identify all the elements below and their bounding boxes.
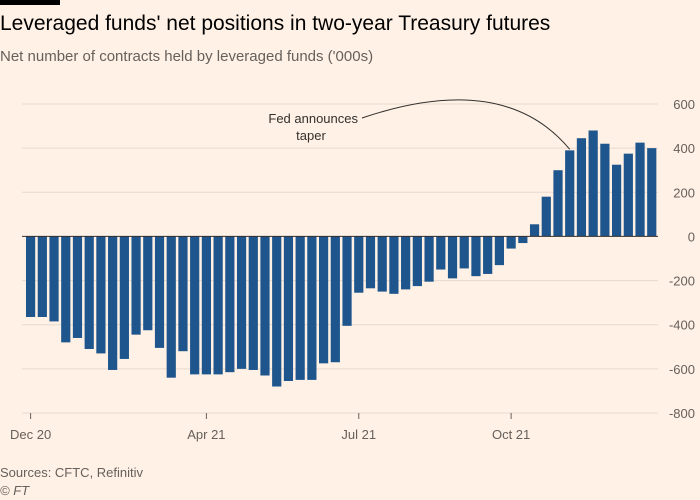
bar [37, 236, 47, 317]
bar [377, 236, 387, 292]
bar [354, 236, 364, 293]
bar [143, 236, 153, 331]
bar [319, 236, 329, 364]
bar [84, 236, 94, 349]
bar [553, 170, 563, 237]
bar [225, 236, 235, 373]
bar [272, 236, 282, 387]
bar [131, 236, 141, 335]
bar [248, 236, 258, 370]
bar [412, 236, 422, 287]
bar [307, 236, 317, 380]
bar [260, 236, 270, 376]
y-tick-label: -800 [669, 406, 695, 421]
bar [178, 236, 188, 352]
bar [61, 236, 71, 343]
chart-title: Leveraged funds' net positions in two-ye… [0, 12, 551, 35]
x-tick-label: Dec 20 [10, 427, 51, 442]
y-tick-label: 600 [673, 97, 695, 112]
bar [576, 138, 587, 237]
bar [96, 236, 106, 354]
bar [494, 236, 504, 266]
bar [623, 153, 633, 237]
bar [459, 236, 469, 269]
bar [389, 236, 399, 294]
y-tick-label: -400 [669, 318, 695, 333]
bar [154, 236, 165, 348]
bar [647, 148, 657, 237]
bar [436, 236, 446, 270]
ft-brand-bar [0, 0, 60, 5]
chart-subtitle: Net number of contracts held by leverage… [0, 48, 374, 65]
bar [236, 236, 247, 369]
bar [119, 236, 129, 359]
bar [588, 130, 598, 237]
bar [612, 164, 622, 237]
ft-credit: © FT [0, 483, 30, 498]
bar [283, 236, 294, 381]
x-tick-label: Apr 21 [187, 427, 225, 442]
bar [529, 224, 540, 237]
bar [600, 143, 610, 237]
bar [201, 236, 211, 375]
bar [166, 236, 176, 378]
bar [518, 236, 528, 244]
bar [483, 236, 493, 274]
bar [213, 236, 223, 375]
bar [424, 236, 434, 282]
y-tick-label: 0 [688, 229, 695, 244]
source-note: Sources: CFTC, Refinitiv [0, 465, 144, 480]
annotation-label: taper [296, 128, 326, 143]
bar [190, 236, 200, 375]
bar [506, 236, 516, 249]
bar [72, 236, 83, 338]
bar [295, 236, 305, 380]
y-tick-label: 200 [673, 185, 695, 200]
y-tick-label: -600 [669, 362, 695, 377]
y-tick-label: -200 [669, 274, 695, 289]
bar [26, 236, 36, 317]
y-tick-label: 400 [673, 141, 695, 156]
bar [541, 196, 551, 237]
bar [401, 236, 411, 290]
bar [447, 236, 458, 279]
bar [342, 236, 352, 326]
bar [49, 236, 59, 322]
annotation-label: Fed announces [268, 111, 358, 126]
chart-plot: 600 400 200 0 -200 -400 -600 -800 Dec 20 Apr 21 Ju… [10, 97, 695, 442]
x-tick-label: Oct 21 [492, 427, 530, 442]
bar [565, 150, 575, 237]
bar [330, 236, 340, 363]
bar [108, 236, 118, 370]
annotation-leader-line [361, 99, 571, 150]
bar [471, 236, 481, 277]
bar [365, 236, 376, 289]
bar [635, 142, 645, 237]
x-tick-label: Jul 21 [341, 427, 376, 442]
